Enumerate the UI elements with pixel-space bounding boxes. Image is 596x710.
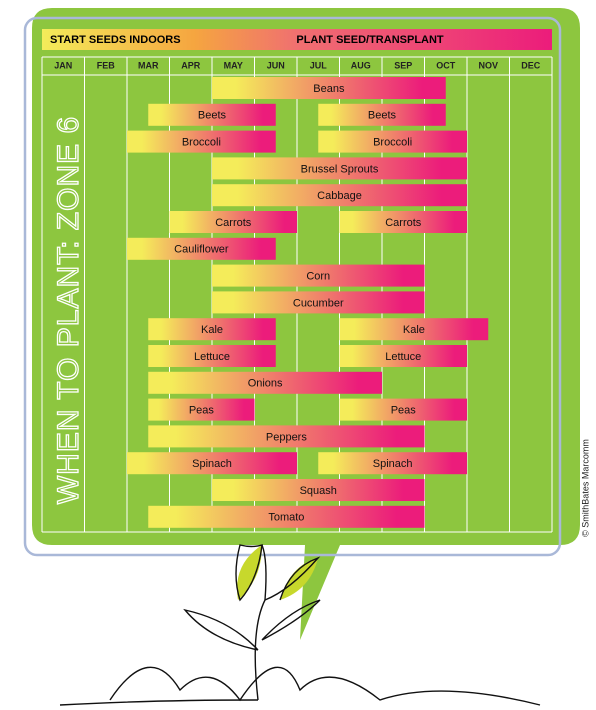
bar <box>148 318 276 341</box>
bar <box>339 398 467 421</box>
bar-label: Carrots <box>215 217 252 229</box>
bar-label: Cabbage <box>317 190 362 202</box>
month-label: FEB <box>97 60 116 70</box>
bar <box>339 345 467 367</box>
bar <box>212 264 425 287</box>
bar <box>318 103 446 126</box>
month-label: AUG <box>351 60 371 70</box>
month-label: APR <box>181 60 201 70</box>
bar-label: Broccoli <box>182 137 221 149</box>
bar <box>318 130 467 153</box>
bar <box>212 157 467 180</box>
bar <box>148 398 255 421</box>
bar-label: Kale <box>201 324 223 336</box>
bar <box>127 130 276 153</box>
month-label: JAN <box>54 60 72 70</box>
bar <box>212 479 425 501</box>
bar-label: Corn <box>306 271 330 283</box>
background-bubble <box>32 8 580 640</box>
bar <box>339 318 489 341</box>
month-label: NOV <box>478 60 498 70</box>
bar <box>148 345 276 367</box>
month-label: MAR <box>138 60 159 70</box>
bar <box>212 184 467 207</box>
month-label: JUN <box>267 60 285 70</box>
legend-label: PLANT SEED/TRANSPLANT <box>296 34 444 46</box>
bar <box>148 103 276 126</box>
month-label: JUL <box>310 60 328 70</box>
bar-label: Brussel Sprouts <box>301 163 379 175</box>
bar <box>148 371 382 394</box>
bar <box>127 452 297 475</box>
frame <box>23 16 562 557</box>
bar-label: Beets <box>368 110 397 122</box>
bar-label: Kale <box>403 324 425 336</box>
legend-bar <box>42 29 552 50</box>
bar-label: Spinach <box>192 458 232 470</box>
credit: © SmithBates Marcomm <box>580 439 590 537</box>
plant-drawing <box>59 544 541 706</box>
bar <box>148 425 425 448</box>
bar <box>339 211 467 233</box>
bar-label: Lettuce <box>385 351 421 363</box>
bar <box>318 452 467 475</box>
month-label: MAY <box>224 60 243 70</box>
bar-label: Tomato <box>268 512 304 524</box>
bar <box>212 291 425 314</box>
bar-label: Spinach <box>373 458 413 470</box>
bar <box>148 505 425 528</box>
title: WHEN TO PLANT: ZONE 6 <box>52 116 85 504</box>
bar-label: Beans <box>313 83 345 95</box>
bar-label: Peppers <box>266 431 307 443</box>
month-label: OCT <box>436 60 456 70</box>
bar-label: Peas <box>189 405 215 417</box>
bar-label: Beets <box>198 110 227 122</box>
bar-label: Squash <box>300 485 337 497</box>
bar-label: Carrots <box>385 217 422 229</box>
bar <box>127 237 276 260</box>
bar-label: Peas <box>391 405 417 417</box>
bar-label: Lettuce <box>194 351 230 363</box>
bar-label: Broccoli <box>373 137 412 149</box>
legend-label: START SEEDS INDOORS <box>50 34 181 46</box>
bar-label: Onions <box>248 378 283 390</box>
bar <box>212 77 446 99</box>
bar-label: Cauliflower <box>174 244 229 256</box>
month-label: DEC <box>521 60 541 70</box>
bar <box>169 211 297 233</box>
month-label: SEP <box>394 60 412 70</box>
bar-label: Cucumber <box>293 297 344 309</box>
